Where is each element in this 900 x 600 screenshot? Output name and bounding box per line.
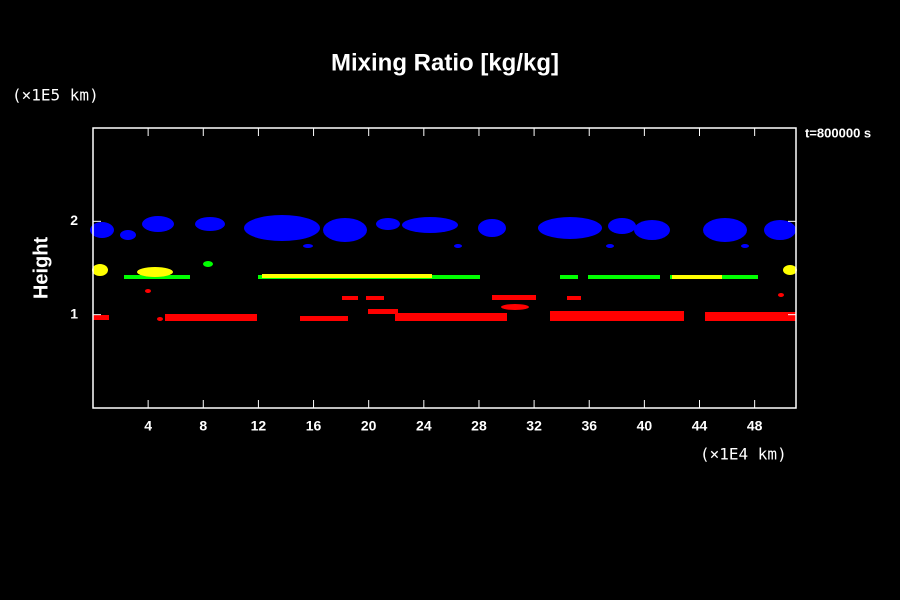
x-tick-label: 20 — [361, 418, 377, 434]
x-tick-label: 40 — [637, 418, 653, 434]
x-tick-label: 48 — [747, 418, 763, 434]
x-unit: (×1E4 km) — [700, 445, 787, 464]
y-tick-label: 1 — [70, 305, 78, 321]
plot-frame — [92, 127, 797, 409]
x-tick-label: 8 — [199, 418, 207, 434]
red-band — [93, 289, 796, 321]
x-tick-label: 4 — [144, 418, 152, 434]
x-tick-label: 12 — [251, 418, 267, 434]
x-tick-label: 24 — [416, 418, 432, 434]
field — [90, 215, 797, 321]
green-yellow-band — [92, 261, 797, 279]
x-tick-label: 28 — [471, 418, 487, 434]
x-tick-label: 44 — [692, 418, 708, 434]
y-tick-label: 2 — [70, 212, 78, 228]
x-tick-label: 16 — [306, 418, 322, 434]
y-label: Height — [30, 237, 52, 300]
x-tick-label: 36 — [581, 418, 597, 434]
x-tick-label: 32 — [526, 418, 542, 434]
time-label: t=800000 s — [805, 125, 871, 140]
chart-title: Mixing Ratio [kg/kg] — [331, 49, 559, 76]
blue-band — [90, 215, 796, 248]
y-unit: (×1E5 km) — [12, 86, 99, 105]
